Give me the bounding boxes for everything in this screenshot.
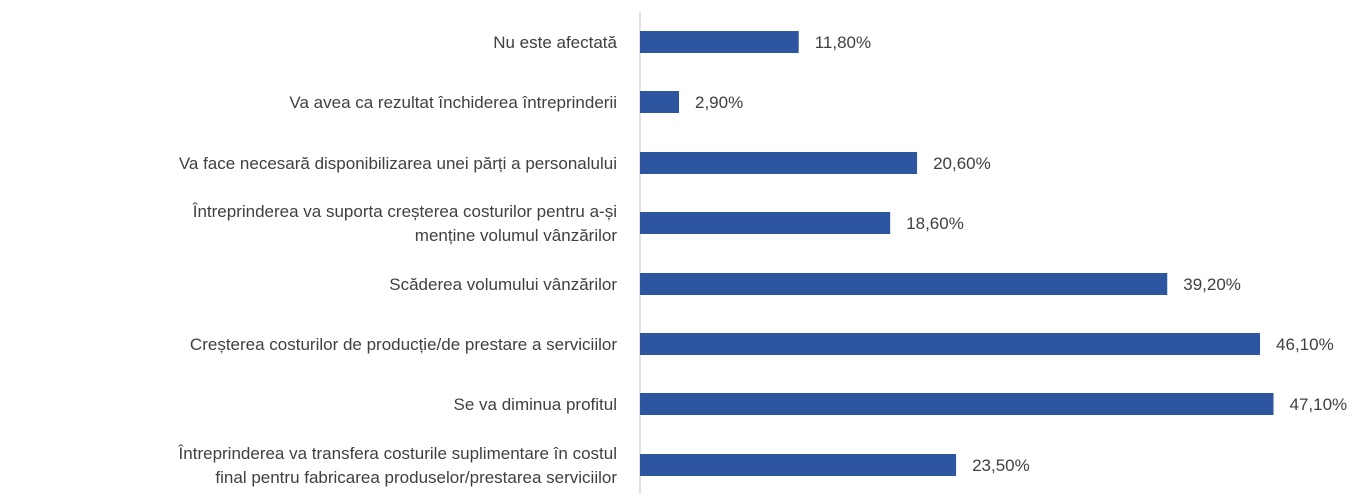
category-label: Scăderea volumului vânzărilor [389, 275, 617, 294]
data-label: 11,80% [815, 33, 871, 52]
data-label: 46,10% [1276, 335, 1334, 354]
data-label: 20,60% [933, 154, 991, 173]
category-label: Se va diminua profitul [454, 395, 617, 414]
bar [640, 454, 957, 476]
bar [640, 333, 1261, 355]
category-label: Va face necesară disponibilizarea unei p… [179, 154, 617, 173]
bar [640, 152, 918, 174]
bar [640, 393, 1274, 415]
category-label: Întreprinderea va suporta creșterea cost… [192, 202, 618, 245]
category-label: Întreprinderea va transfera costurile su… [178, 444, 618, 487]
data-label: 47,10% [1289, 395, 1347, 414]
category-label: Nu este afectată [493, 33, 617, 52]
data-label: 23,50% [972, 456, 1030, 475]
data-label: 18,60% [906, 214, 964, 233]
data-label: 39,20% [1183, 275, 1241, 294]
category-label: Creșterea costurilor de producție/de pre… [190, 335, 617, 354]
data-label: 2,90% [695, 93, 743, 112]
category-label: Va avea ca rezultat închiderea întreprin… [289, 93, 617, 112]
bar [640, 212, 891, 234]
bar [640, 273, 1168, 295]
bar [640, 91, 680, 113]
bar [640, 31, 799, 53]
